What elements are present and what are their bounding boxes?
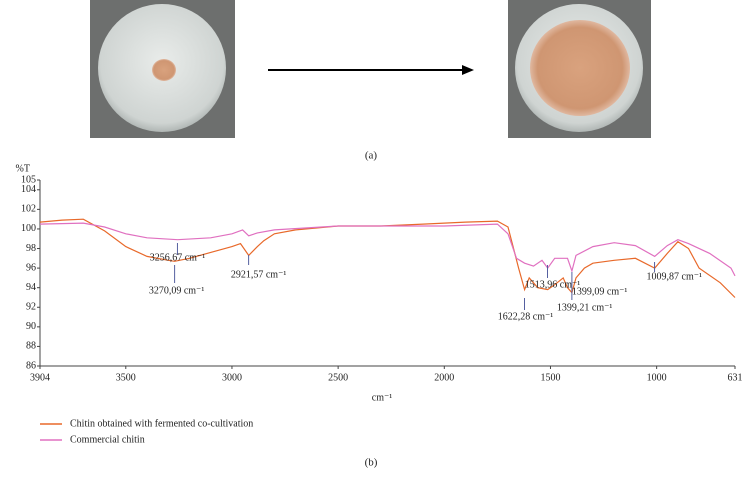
y-tick-label: 86 (26, 360, 36, 371)
series-line (39, 218, 736, 298)
x-tick-label: 3904 (30, 372, 50, 383)
annotation-label: 1622,28 cm⁻¹ (498, 311, 554, 322)
annotation-label: 1513,96 cm⁻¹ (525, 279, 581, 290)
caption-a: (a) (365, 150, 378, 162)
x-tick-label: 3000 (222, 372, 242, 383)
legend-label: Commercial chitin (70, 434, 145, 445)
arrow (268, 65, 474, 75)
annotation-label: 3270,09 cm⁻¹ (149, 285, 205, 296)
caption-b: (b) (365, 457, 378, 469)
x-tick-label: 2500 (328, 372, 348, 383)
annotation-label: 3256,67 cm⁻¹ (150, 252, 206, 263)
y-axis-label: %T (16, 163, 30, 174)
x-tick-label: 2000 (434, 372, 454, 383)
annotation-label: 2921,57 cm⁻¹ (231, 269, 287, 280)
annotation-label: 1399,09 cm⁻¹ (572, 286, 628, 297)
photo-before (90, 0, 235, 138)
annotation-label: 1399,21 cm⁻¹ (557, 302, 613, 313)
legend-label: Chitin obtained with fermented co-cultiv… (70, 418, 253, 429)
y-tick-label: 88 (26, 341, 36, 352)
photo-after (508, 0, 651, 138)
x-tick-label: 1000 (647, 372, 667, 383)
x-tick-label: 3500 (116, 372, 136, 383)
y-tick-label: 102 (21, 204, 36, 215)
y-tick-label: 96 (26, 262, 36, 273)
annotation-label: 1009,87 cm⁻¹ (647, 271, 703, 282)
series-line (39, 222, 736, 277)
y-tick-label: 92 (26, 302, 36, 313)
y-tick-label: 104 (21, 184, 36, 195)
y-tick-label: 90 (26, 321, 36, 332)
y-tick-label: 98 (26, 243, 36, 254)
y-tick-label: 94 (26, 282, 36, 293)
y-tick-label: 100 (21, 223, 36, 234)
x-tick-label: 631 (728, 372, 742, 383)
y-tick-label: 105 (21, 174, 36, 185)
x-axis-label: cm⁻¹ (372, 392, 393, 403)
x-tick-label: 1500 (540, 372, 560, 383)
